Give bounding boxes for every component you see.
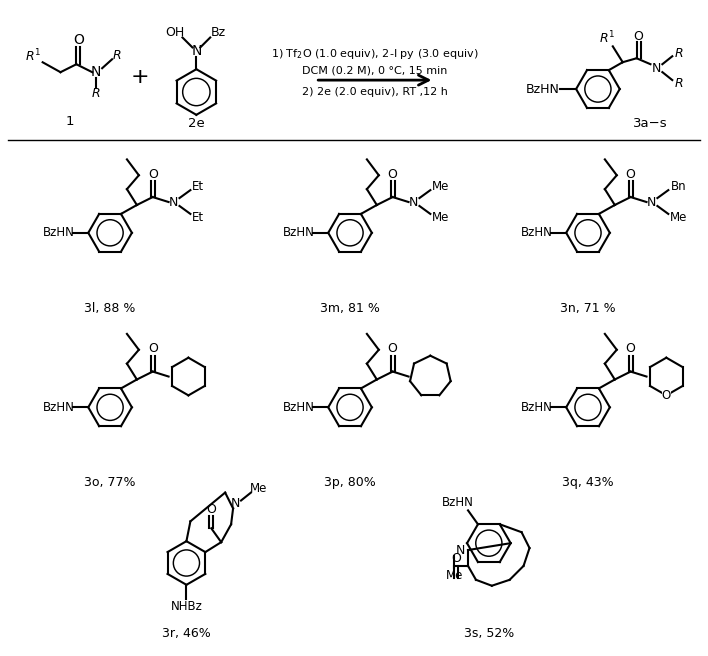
Text: 3a−s: 3a−s xyxy=(633,117,668,131)
Text: BzHN: BzHN xyxy=(282,226,314,239)
Text: Me: Me xyxy=(670,211,687,224)
Text: NHBz: NHBz xyxy=(171,600,202,613)
Text: 3p, 80%: 3p, 80% xyxy=(324,476,376,489)
Text: 3r, 46%: 3r, 46% xyxy=(162,627,211,640)
Text: OH: OH xyxy=(165,26,184,39)
Text: O: O xyxy=(626,168,636,181)
Text: 3o, 77%: 3o, 77% xyxy=(84,476,136,489)
Text: BzHN: BzHN xyxy=(525,83,559,96)
Text: Me: Me xyxy=(432,211,449,224)
Text: N: N xyxy=(455,544,464,556)
Text: N: N xyxy=(169,195,178,209)
Text: 3m, 81 %: 3m, 81 % xyxy=(320,302,380,315)
Text: O: O xyxy=(662,389,671,402)
Text: DCM (0.2 М), 0 °C, 15 min: DCM (0.2 М), 0 °C, 15 min xyxy=(302,65,447,75)
Text: O: O xyxy=(626,342,636,356)
Text: Me: Me xyxy=(445,569,463,583)
Text: 1: 1 xyxy=(65,115,74,129)
Text: N: N xyxy=(191,45,202,58)
Text: 3s, 52%: 3s, 52% xyxy=(464,627,514,640)
Text: BzHN: BzHN xyxy=(282,401,314,414)
Text: R: R xyxy=(675,77,683,89)
Text: 3n, 71 %: 3n, 71 % xyxy=(560,302,616,315)
Text: Bn: Bn xyxy=(670,180,686,193)
Text: O: O xyxy=(451,552,461,565)
Text: Bz: Bz xyxy=(210,26,226,39)
Text: R: R xyxy=(675,47,683,60)
Text: O: O xyxy=(634,30,644,43)
Text: 3q, 43%: 3q, 43% xyxy=(562,476,614,489)
Text: Et: Et xyxy=(193,180,205,193)
Text: Me: Me xyxy=(432,180,449,193)
Text: O: O xyxy=(73,33,84,47)
Text: N: N xyxy=(647,195,656,209)
Text: +: + xyxy=(130,67,149,87)
Text: O: O xyxy=(388,342,398,356)
Text: BzHN: BzHN xyxy=(520,226,552,239)
Text: BzHN: BzHN xyxy=(42,226,74,239)
Text: 3l, 88 %: 3l, 88 % xyxy=(84,302,136,315)
Text: N: N xyxy=(91,65,101,79)
Text: $R^1$: $R^1$ xyxy=(599,30,615,47)
Text: Et: Et xyxy=(193,211,205,224)
Text: N: N xyxy=(230,497,240,510)
Text: N: N xyxy=(409,195,418,209)
Text: 1) Tf$_2$O (1.0 equiv), 2-I py (3.0 equiv): 1) Tf$_2$O (1.0 equiv), 2-I py (3.0 equi… xyxy=(271,47,479,62)
Text: R: R xyxy=(92,87,101,100)
Text: R: R xyxy=(113,49,121,62)
Text: $R^1$: $R^1$ xyxy=(25,48,41,65)
Text: 2e: 2e xyxy=(188,117,205,131)
Text: 2) 2e (2.0 equiv), RT ,12 h: 2) 2e (2.0 equiv), RT ,12 h xyxy=(302,87,447,97)
Text: O: O xyxy=(388,168,398,181)
Text: BzHN: BzHN xyxy=(442,496,474,509)
Text: BzHN: BzHN xyxy=(520,401,552,414)
Text: O: O xyxy=(206,503,216,516)
Text: N: N xyxy=(652,62,661,75)
Text: O: O xyxy=(148,168,158,181)
Text: BzHN: BzHN xyxy=(42,401,74,414)
Text: Me: Me xyxy=(250,482,268,495)
Text: O: O xyxy=(148,342,158,356)
